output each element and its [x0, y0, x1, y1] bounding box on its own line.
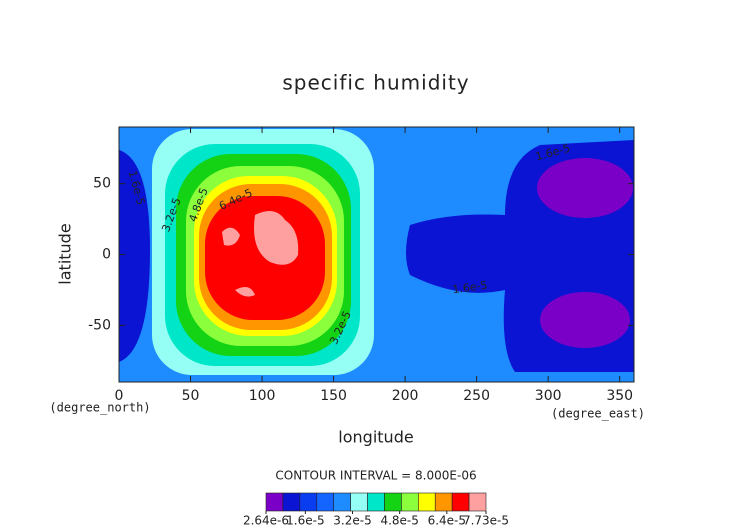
contour-label: 1.6e-5 [452, 279, 489, 297]
colorbar-cell [350, 492, 368, 512]
y-tick-label: 50 [93, 176, 111, 192]
x-tick-label: 0 [115, 388, 124, 404]
colorbar-tick-label: 1.6e-5 [286, 514, 324, 528]
x-tick-label: 250 [463, 388, 490, 404]
colorbar-tick-label: 3.2e-5 [333, 514, 371, 528]
contour-region [537, 158, 633, 218]
colorbar-cell [451, 492, 470, 512]
x-tick-label: 200 [392, 388, 419, 404]
colorbar-cell [434, 492, 453, 512]
x-tick-label: 50 [182, 388, 200, 404]
colorbar-cell [384, 492, 402, 512]
colorbar-cell [316, 492, 334, 512]
y-tick-label: -50 [88, 317, 111, 333]
colorbar-cell [401, 492, 419, 512]
colorbar-cell [282, 492, 301, 512]
colorbar-cell [333, 492, 351, 512]
x-axis-label: longitude [338, 428, 413, 447]
colorbar-tick-label: 6.4e-5 [428, 514, 466, 528]
chart-title: specific humidity [282, 71, 469, 95]
contour-field [119, 127, 634, 382]
colorbar-cell [418, 492, 436, 512]
x-tick-label: 100 [249, 388, 276, 404]
x-tick-label: 300 [535, 388, 562, 404]
y-tick-label: 0 [102, 247, 111, 263]
colorbar-cell [468, 492, 487, 512]
x-unit: (degree_north) [49, 401, 150, 415]
x-tick-label: 150 [320, 388, 347, 404]
contour-region [119, 150, 150, 362]
y-unit: (degree_east) [551, 407, 645, 421]
contour-region [222, 211, 299, 297]
colorbar-cell [367, 492, 385, 512]
colorbar-tick-label: 2.64e-6 [243, 514, 289, 528]
contour-interval: CONTOUR INTERVAL = 8.000E-06 [275, 469, 476, 483]
colorbar-cell [299, 492, 318, 512]
x-tick-label: 350 [606, 388, 633, 404]
contour-region [540, 292, 630, 348]
colorbar-cell [265, 492, 284, 512]
y-axis-label: latitude [56, 223, 75, 284]
colorbar-tick-label: 4.8e-5 [380, 514, 418, 528]
colorbar-tick-label: 7.73e-5 [463, 514, 509, 528]
